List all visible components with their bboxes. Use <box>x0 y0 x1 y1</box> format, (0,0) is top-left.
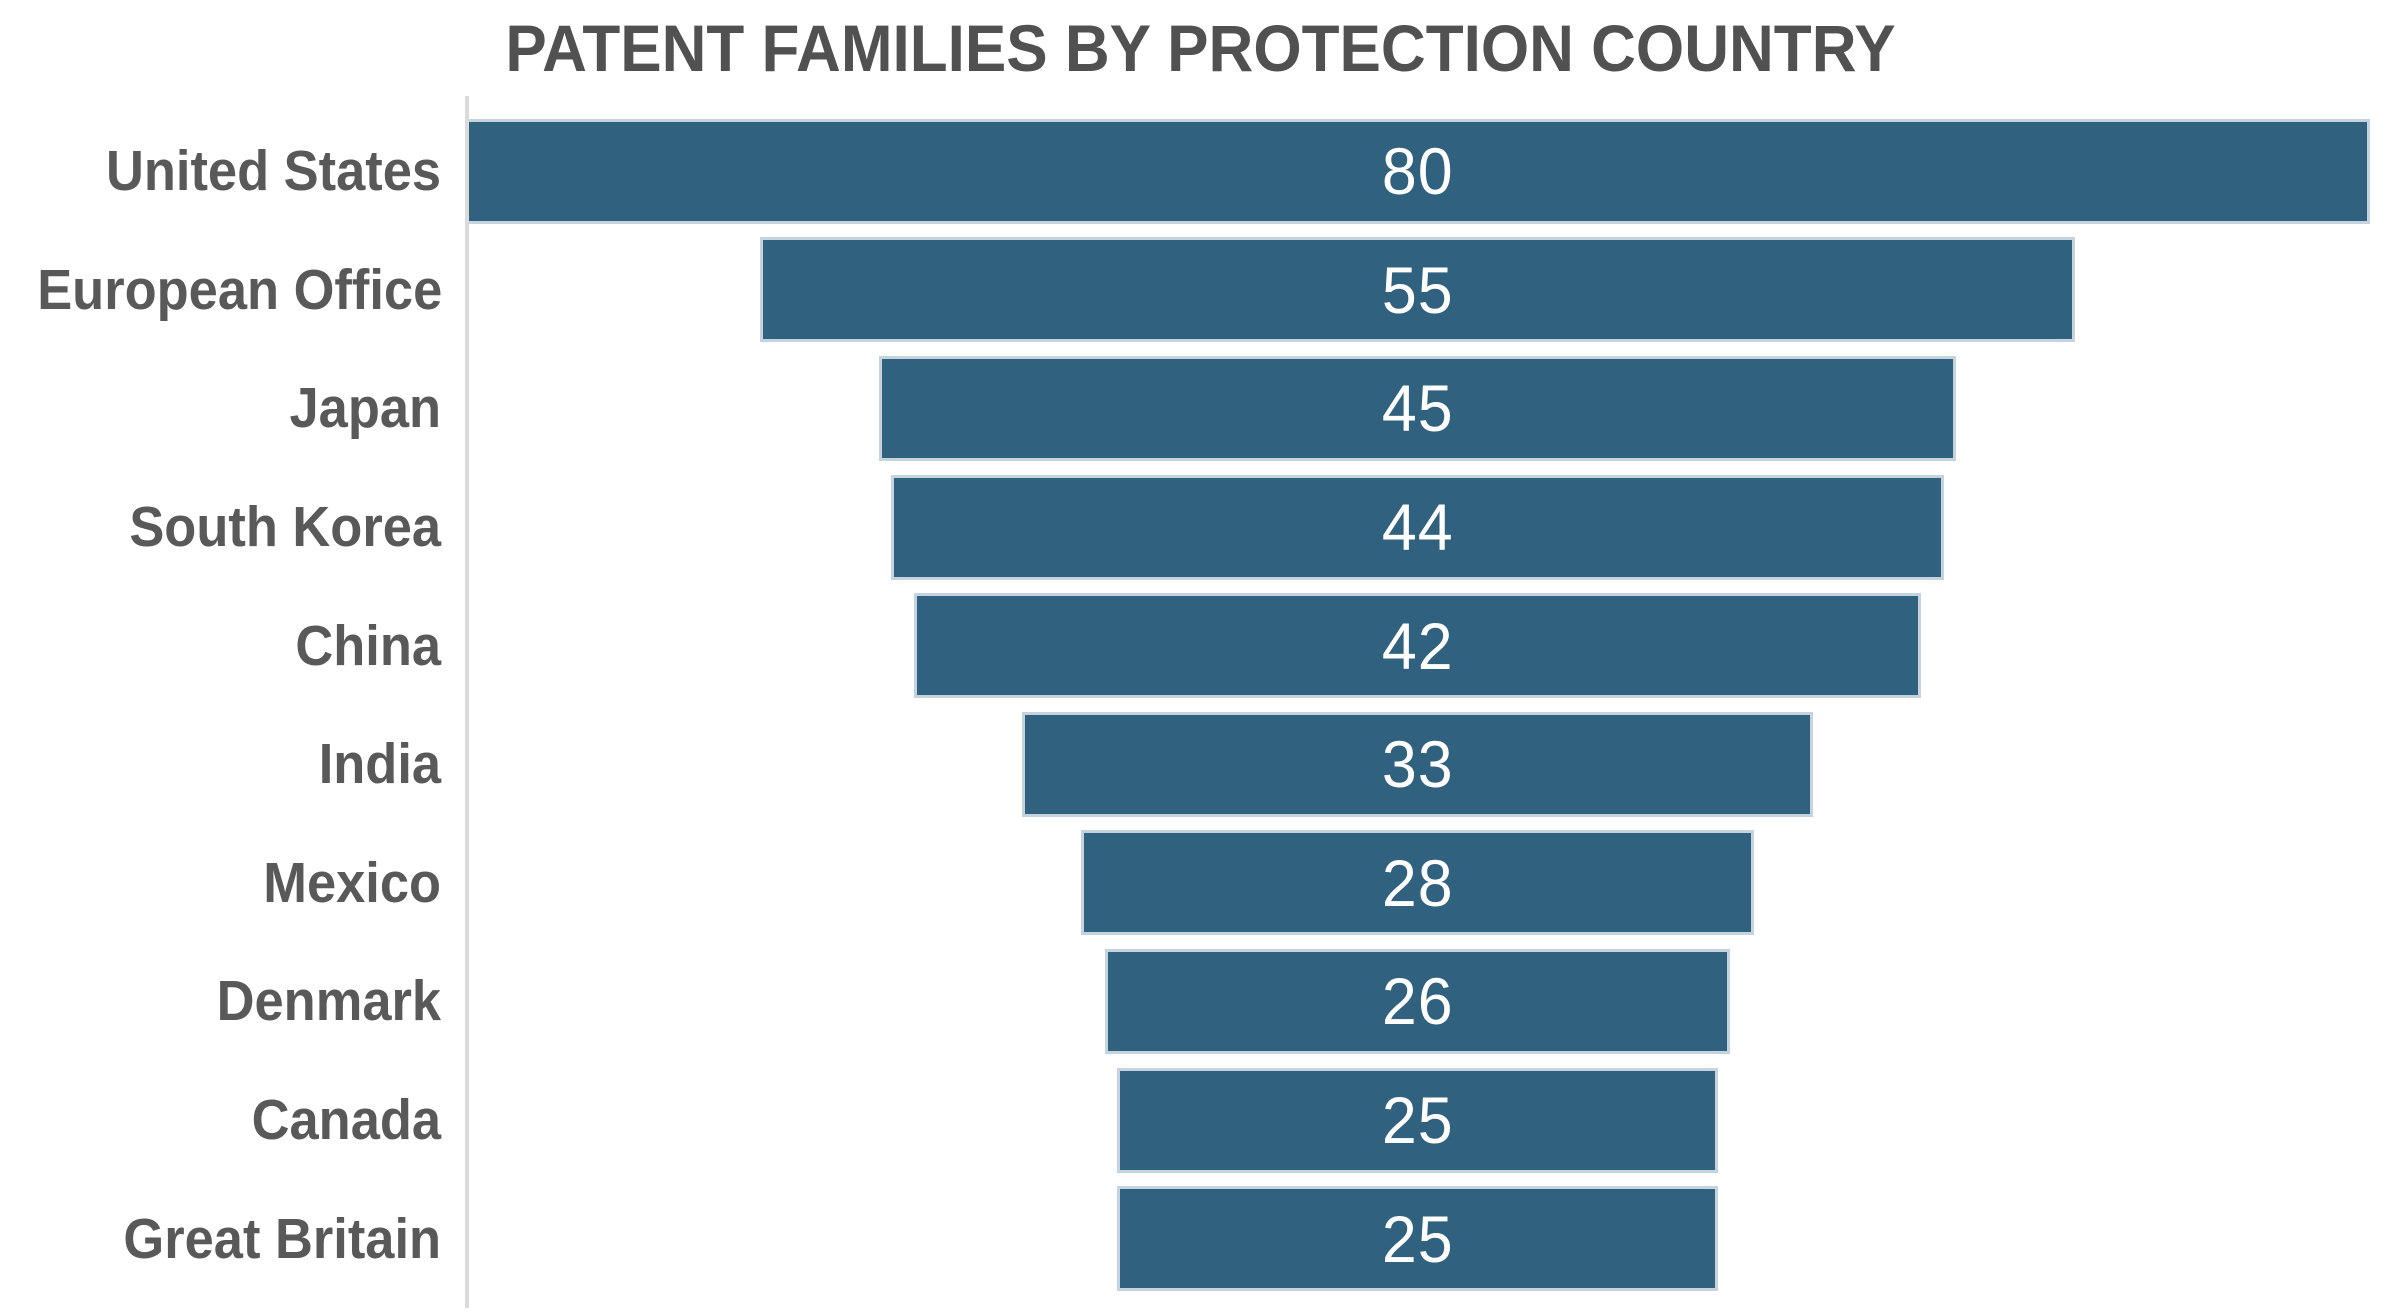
category-label: European Office <box>37 257 443 322</box>
category-label: Denmark <box>216 969 442 1034</box>
funnel-bar: 28 <box>1081 830 1754 936</box>
bar-area: 55 <box>465 231 2370 350</box>
funnel-bar: 55 <box>759 237 2076 343</box>
chart-rows: United States 80 European Office 55 Japan 45 S… <box>0 112 2401 1298</box>
value-label: 44 <box>1381 490 1454 565</box>
chart-row: Great Britain 25 <box>0 1179 2401 1298</box>
funnel-bar: 25 <box>1116 1067 1719 1173</box>
bar-area: 45 <box>465 349 2370 468</box>
bar-area: 42 <box>465 586 2370 705</box>
chart-row: India 33 <box>0 705 2401 824</box>
value-label: 33 <box>1381 727 1454 802</box>
value-label: 55 <box>1381 252 1454 327</box>
vertical-axis-line <box>465 96 469 1308</box>
category-label: China <box>295 613 442 678</box>
bar-area: 25 <box>465 1179 2370 1298</box>
value-label: 26 <box>1381 964 1454 1039</box>
title-area: PATENT FAMILIES BY PROTECTION COUNTRY <box>0 0 2401 86</box>
chart-row: Japan 45 <box>0 349 2401 468</box>
bar-area: 28 <box>465 824 2370 943</box>
value-label: 28 <box>1381 845 1454 920</box>
funnel-bar: 45 <box>878 355 1957 461</box>
bar-area: 26 <box>465 942 2370 1061</box>
bar-area: 80 <box>465 112 2370 231</box>
funnel-bar: 80 <box>465 118 2370 224</box>
chart-row: European Office 55 <box>0 231 2401 350</box>
category-label: United States <box>105 139 442 204</box>
value-label: 80 <box>1381 134 1454 209</box>
funnel-bar: 44 <box>890 474 1945 580</box>
category-label: South Korea <box>129 495 442 560</box>
funnel-bar: 25 <box>1116 1186 1719 1292</box>
bar-area: 25 <box>465 1061 2370 1180</box>
bar-area: 44 <box>465 468 2370 587</box>
bar-area: 33 <box>465 705 2370 824</box>
value-label: 42 <box>1381 608 1454 683</box>
chart-row: Denmark 26 <box>0 942 2401 1061</box>
funnel-bar: 42 <box>914 593 1921 699</box>
category-label: Mexico <box>263 850 442 915</box>
funnel-bar: 33 <box>1021 711 1814 817</box>
category-label: Japan <box>289 376 442 441</box>
chart-row: China 42 <box>0 586 2401 705</box>
value-label: 25 <box>1381 1201 1454 1276</box>
category-label: Canada <box>251 1088 442 1153</box>
chart-title: PATENT FAMILIES BY PROTECTION COUNTRY <box>505 11 1896 85</box>
funnel-chart: United States 80 European Office 55 Japan 45 S… <box>0 96 2401 1308</box>
category-label: Great Britain <box>123 1206 442 1271</box>
funnel-bar: 26 <box>1104 948 1731 1054</box>
value-label: 45 <box>1381 371 1454 446</box>
chart-row: South Korea 44 <box>0 468 2401 587</box>
category-label: India <box>318 732 442 797</box>
chart-row: Mexico 28 <box>0 824 2401 943</box>
value-label: 25 <box>1381 1083 1454 1158</box>
chart-row: United States 80 <box>0 112 2401 231</box>
chart-row: Canada 25 <box>0 1061 2401 1180</box>
